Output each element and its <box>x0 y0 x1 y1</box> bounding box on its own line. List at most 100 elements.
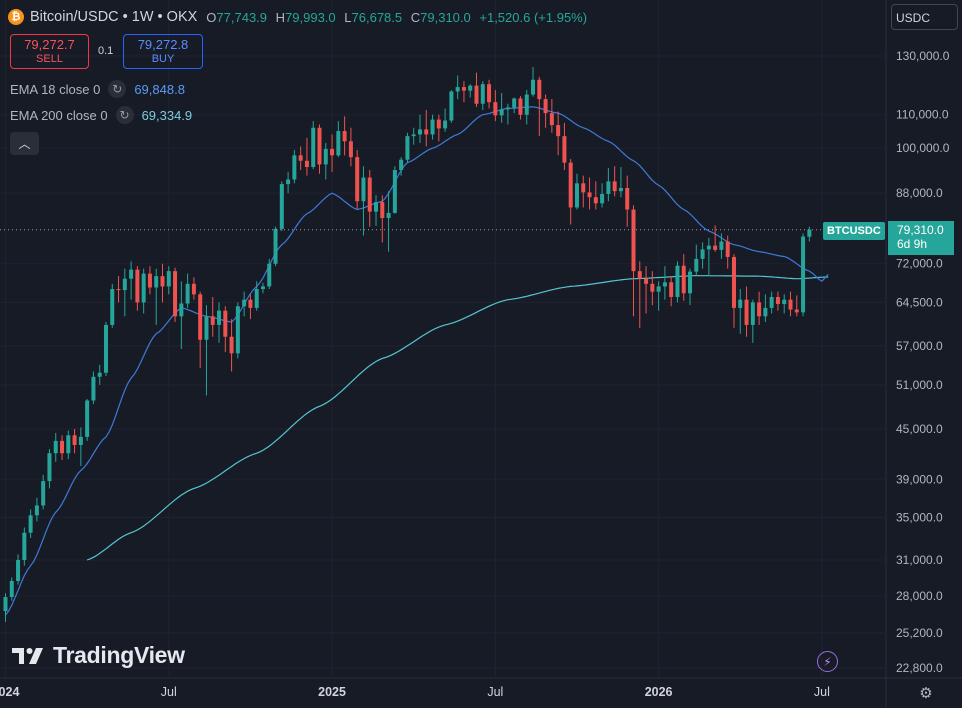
candle-body <box>556 125 561 137</box>
lightning-icon[interactable]: ⚡ <box>817 651 838 672</box>
candle <box>562 122 567 170</box>
candle <box>769 291 774 314</box>
buy-button[interactable]: 79,272.8 BUY <box>123 34 203 69</box>
sell-button[interactable]: 79,272.7 SELL <box>10 34 89 69</box>
price-tick-label: 45,000.0 <box>896 422 943 436</box>
price-tick-label: 57,000.0 <box>896 339 943 353</box>
tradingview-logo[interactable]: TradingView <box>12 642 185 669</box>
candle <box>97 364 102 385</box>
candle-body <box>531 79 536 95</box>
candle-body <box>122 278 127 291</box>
candle <box>72 428 77 454</box>
candle <box>681 254 686 301</box>
candle-body <box>22 532 27 560</box>
candle-body <box>367 177 372 212</box>
collapse-legend-button[interactable]: ︿ <box>10 132 39 155</box>
price-axis[interactable]: 130,000.0 110,000.0 100,000.0 88,000.0 72,00… <box>896 49 950 675</box>
brand-name: TradingView <box>53 642 185 668</box>
candle-body <box>254 289 259 308</box>
candle-body <box>47 453 52 482</box>
candle-body <box>399 159 404 170</box>
candle-body <box>279 184 284 229</box>
ema18-legend[interactable]: EMA 18 close 0 ↻ 69,848.8 <box>10 79 185 99</box>
candle <box>204 305 209 396</box>
candle-body <box>631 209 636 272</box>
candle <box>474 72 479 107</box>
candle-body <box>204 316 209 340</box>
candle <box>706 237 711 277</box>
candle <box>53 432 58 462</box>
candle-body <box>782 299 787 305</box>
currency-button[interactable]: USDC <box>891 4 958 30</box>
candle <box>424 109 429 147</box>
candle <box>788 291 793 317</box>
candle <box>210 296 215 337</box>
candle-body <box>618 188 623 192</box>
candle <box>750 299 755 343</box>
candle <box>493 90 498 122</box>
candle-body <box>41 481 46 506</box>
candle <box>141 268 146 314</box>
candle-body <box>549 113 554 126</box>
candle <box>461 81 466 103</box>
candle <box>286 171 291 194</box>
price-tick-label: 51,000.0 <box>896 378 943 392</box>
ema18-line <box>5 106 829 616</box>
price-tick-label: 35,000.0 <box>896 510 943 524</box>
candle <box>656 281 661 311</box>
tradingview-logo-icon <box>12 647 43 664</box>
candle <box>405 132 410 163</box>
candle-body <box>147 273 152 288</box>
candle-body <box>97 372 102 377</box>
candle-body <box>298 155 303 161</box>
candle <box>417 114 422 144</box>
candle-body <box>135 269 140 303</box>
candle <box>361 166 366 236</box>
candle <box>694 244 699 277</box>
candle <box>644 266 649 314</box>
candle-body <box>166 271 171 287</box>
candle-body <box>600 193 605 204</box>
candle <box>399 157 404 176</box>
candle-body <box>675 265 680 297</box>
last-price-value: 79,310.0 <box>897 223 944 237</box>
high-value: 79,993.0 <box>285 9 336 25</box>
chart-header: ₿ Bitcoin/USDC • 1W • OKX O77,743.9 H79,… <box>8 7 592 27</box>
change-value: +1,520.6 (+1.95%) <box>479 9 588 25</box>
candle <box>260 282 265 294</box>
sell-label: SELL <box>36 53 63 65</box>
candle <box>336 121 341 158</box>
settings-gear-icon[interactable]: ⚙ <box>919 685 933 702</box>
candle-body <box>28 515 33 533</box>
candle-body <box>713 245 718 250</box>
candle-body <box>411 134 416 137</box>
chevron-up-icon: ︿ <box>18 137 31 151</box>
candle <box>631 205 636 317</box>
candle <box>675 261 680 303</box>
time-axis[interactable]: 2024 Jul 2025 Jul 2026 Jul <box>0 685 830 699</box>
time-tick-label: Jul <box>161 685 177 699</box>
candle-body <box>141 273 146 303</box>
candle-body <box>173 271 178 317</box>
candle-body <box>267 263 272 287</box>
candle <box>34 497 39 522</box>
loading-icon: ↻ <box>115 106 134 124</box>
symbol-title[interactable]: Bitcoin/USDC • 1W • OKX <box>30 9 198 25</box>
bitcoin-icon: ₿ <box>8 9 24 25</box>
candle <box>198 291 203 369</box>
buy-label: BUY <box>151 53 175 65</box>
candle <box>16 554 21 585</box>
candle <box>499 93 504 123</box>
candle <box>725 235 730 269</box>
candle-body <box>487 84 492 103</box>
candle <box>593 181 598 210</box>
spread-value: 0.1 <box>98 45 114 57</box>
candle-body <box>738 299 743 308</box>
candle <box>242 291 247 317</box>
candle-body <box>581 183 586 193</box>
ema200-legend[interactable]: EMA 200 close 0 ↻ 69,334.9 <box>10 105 192 125</box>
candle <box>411 127 416 145</box>
candle <box>549 99 554 133</box>
candle-body <box>593 197 598 204</box>
